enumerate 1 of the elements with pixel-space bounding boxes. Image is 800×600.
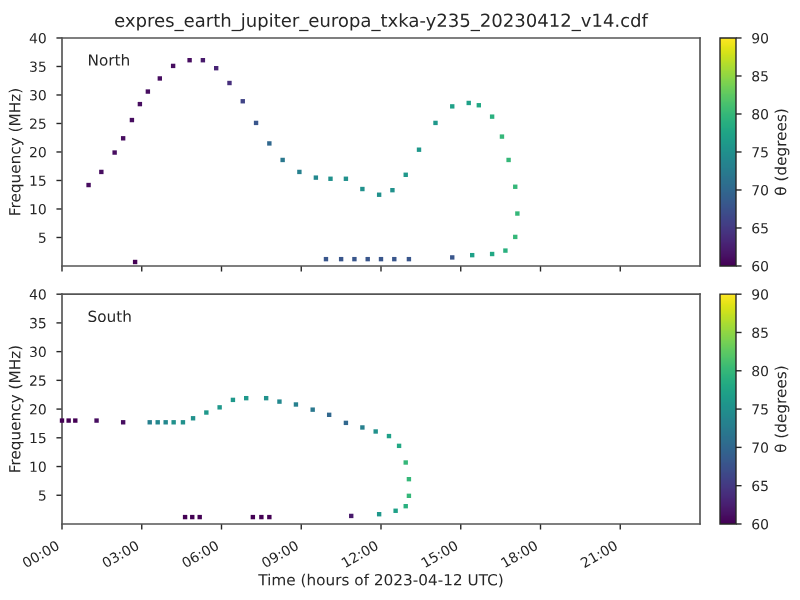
- chart-title: expres_earth_jupiter_europa_txka-y235_20230412_v14.cdf: [115, 13, 649, 32]
